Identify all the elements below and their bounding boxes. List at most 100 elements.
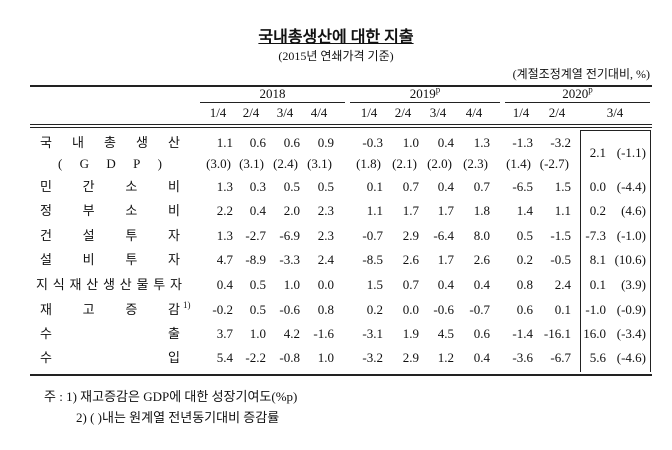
- cell: -3.2: [362, 350, 383, 365]
- box-top: [580, 130, 650, 131]
- cell: 0.5: [516, 228, 533, 243]
- top-rule: [30, 85, 652, 87]
- cell: -6.9: [279, 228, 300, 243]
- cell: 1.0: [249, 326, 266, 341]
- cell: 0.6: [473, 326, 490, 341]
- cell: 1.0: [283, 277, 300, 292]
- cell: 2.9: [402, 228, 419, 243]
- cell: (10.6): [614, 252, 646, 267]
- cell: 4.7: [216, 252, 233, 267]
- note: 2) ( )내는 원계열 전년동기대비 증감률: [76, 410, 280, 425]
- cell: 3.7: [216, 326, 233, 341]
- cell: 0.4: [473, 350, 490, 365]
- cell: -3.1: [362, 326, 383, 341]
- cell: 2.3: [317, 203, 334, 218]
- cell: -3.6: [512, 350, 533, 365]
- cell: (2.0): [427, 156, 452, 171]
- cell: (3.1): [239, 156, 264, 171]
- quarter-header: 2/4: [548, 105, 566, 120]
- cell: -0.6: [279, 302, 300, 317]
- cell: 1.7: [437, 203, 454, 218]
- cell: -0.5: [550, 252, 571, 267]
- cell: 0.7: [402, 179, 419, 194]
- cell: 0.0: [402, 302, 419, 317]
- cell: 2.3: [317, 228, 334, 243]
- cell: 8.1: [589, 252, 606, 267]
- cell: (-3.4): [616, 326, 646, 341]
- cell: 1.0: [402, 135, 419, 150]
- cell: 0.7: [402, 277, 419, 292]
- quarter-header: 2/4: [394, 105, 412, 120]
- cell: 0.4: [473, 277, 490, 292]
- cell: 0.2: [589, 203, 606, 218]
- quarter-header: 4/4: [465, 105, 483, 120]
- cell: 0.6: [283, 135, 300, 150]
- cell: 0.4: [437, 277, 454, 292]
- cell: 1.3: [216, 228, 233, 243]
- cell: -2.2: [245, 350, 266, 365]
- superscript: p: [588, 84, 593, 95]
- cell: -16.1: [543, 326, 571, 341]
- cell: -6.7: [550, 350, 571, 365]
- cell: 2.4: [317, 252, 334, 267]
- cell: -6.4: [433, 228, 454, 243]
- cell: 0.6: [249, 135, 266, 150]
- cell: (-2.7): [539, 156, 569, 171]
- cell: -1.4: [512, 326, 533, 341]
- cell: 1.8: [473, 203, 490, 218]
- cell: 1.5: [554, 179, 571, 194]
- cell: 1.2: [437, 350, 454, 365]
- cell: 1.5: [366, 277, 383, 292]
- cell: 1.4: [516, 203, 533, 218]
- cell: (1.8): [356, 156, 381, 171]
- subtitle: (2015년 연쇄가격 기준): [278, 49, 394, 63]
- year-header: 2019p: [409, 84, 441, 101]
- cell: 0.2: [366, 302, 383, 317]
- cell: 16.0: [583, 326, 606, 341]
- cell: -1.6: [313, 326, 334, 341]
- cell: 0.2: [516, 252, 533, 267]
- quarter-header: 4/4: [310, 105, 328, 120]
- quarter-header: 1/4: [360, 105, 378, 120]
- cell: 0.9: [317, 135, 334, 150]
- cell: -2.7: [245, 228, 266, 243]
- cell: 0.6: [516, 302, 533, 317]
- cell: -0.6: [433, 302, 454, 317]
- header-rule: [30, 124, 652, 125]
- quarter-header: 1/4: [512, 105, 530, 120]
- cell: (4.6): [621, 203, 646, 218]
- cell: 1.1: [216, 135, 233, 150]
- year-rule: [200, 102, 345, 103]
- cell: 0.3: [249, 179, 266, 194]
- cell: 1.7: [437, 252, 454, 267]
- cell: 0.5: [249, 302, 266, 317]
- cell: 2.9: [402, 350, 419, 365]
- year-rule: [505, 102, 650, 103]
- box-right: [650, 130, 651, 372]
- cell: 0.1: [589, 277, 606, 292]
- cell: 0.8: [516, 277, 533, 292]
- cell: 0.0: [589, 179, 606, 194]
- cell: 4.2: [283, 326, 300, 341]
- cell: 1.1: [554, 203, 571, 218]
- cell: 2.6: [473, 252, 490, 267]
- year-rule: [350, 102, 500, 103]
- cell: 8.0: [473, 228, 490, 243]
- cell: 1.7: [402, 203, 419, 218]
- cell: -0.7: [362, 228, 383, 243]
- quarter-header: 3/4: [606, 105, 624, 120]
- note: 주 : 1) 재고증감은 GDP에 대한 성장기여도(%p): [44, 389, 298, 404]
- cell: (-1.0): [616, 228, 646, 243]
- year-header: 2020p: [562, 84, 593, 101]
- quarter-header: 3/4: [276, 105, 294, 120]
- cell: (-4.6): [616, 350, 646, 365]
- cell: 0.8: [317, 302, 334, 317]
- superscript: p: [435, 84, 441, 95]
- quarter-header: 3/4: [429, 105, 447, 120]
- cell: -0.7: [469, 302, 490, 317]
